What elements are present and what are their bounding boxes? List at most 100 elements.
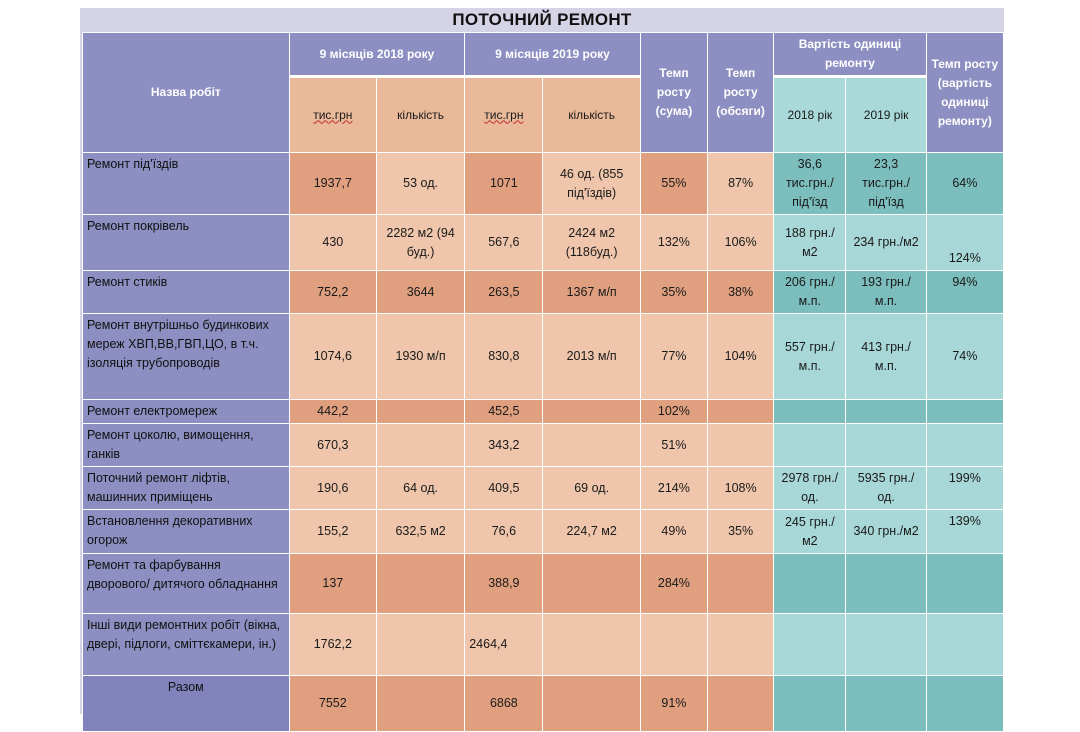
unit-cost-2018-cell: 206 грн./ м.п. [773, 270, 847, 314]
header-unit-cost: Вартість одиниці ремонту [773, 32, 927, 77]
growth-volume-cell: 38% [707, 270, 775, 314]
unit-cost-2019-cell: 23,3 тис.грн./ під'їзд [845, 152, 927, 215]
growth-sum-cell [639, 613, 709, 676]
sum-2018-cell: 430 [288, 214, 377, 271]
sum-2018-cell: 137 [288, 553, 377, 614]
qty-2019-cell: 1367 м/п [542, 270, 641, 314]
sum-2019-cell: 409,5 [464, 466, 544, 510]
unit-cost-2019-cell [845, 399, 927, 424]
qty-2018-cell: 1930 м/п [375, 313, 466, 400]
qty-2019-cell [542, 613, 641, 676]
row-name-cell: Ремонт стиків [82, 270, 290, 314]
sum-2019-cell: 388,9 [464, 553, 544, 614]
page-title: ПОТОЧНИЙ РЕМОНТ [452, 10, 632, 29]
unit-cost-2018-cell: 557 грн./ м.п. [773, 313, 847, 400]
growth-unit-cost-cell: 94% [925, 270, 1005, 314]
growth-unit-cost-cell: 199% [925, 466, 1005, 510]
sum-2018-cell: 442,2 [288, 399, 377, 424]
unit-cost-2018-cell: 36,6 тис.грн./ під'їзд [773, 152, 847, 215]
sum-2019-cell: 343,2 [464, 423, 544, 467]
growth-volume-cell: 108% [707, 466, 775, 510]
growth-unit-cost-cell: 139% [925, 509, 1005, 554]
row-name-cell: Разом [82, 675, 290, 732]
sum-2018-cell: 1074,6 [288, 313, 377, 400]
growth-sum-cell: 91% [639, 675, 709, 732]
unit-cost-2019-cell [845, 553, 927, 614]
qty-2018-cell [375, 399, 466, 424]
table-row: Поточний ремонт ліфтів, машинних приміще… [82, 466, 1005, 510]
unit-cost-2019-cell: 340 грн./м2 [845, 509, 927, 554]
sum-2019-cell: 76,6 [464, 509, 544, 554]
qty-2018-cell [375, 613, 466, 676]
row-name-cell: Ремонт електромереж [82, 399, 290, 424]
header-growth-sum: Темп росту (сума) [639, 32, 709, 153]
unit-cost-2018-cell: 188 грн./м2 [773, 214, 847, 271]
header-qty-2018: кількість [375, 75, 466, 153]
growth-volume-cell: 104% [707, 313, 775, 400]
qty-2018-cell: 53 од. [375, 152, 466, 215]
row-name-cell: Ремонт покрівель [82, 214, 290, 271]
qty-2018-cell: 3644 [375, 270, 466, 314]
qty-2019-cell: 69 од. [542, 466, 641, 510]
header-year-2018: 2018 рік [773, 75, 847, 153]
header-period-2018: 9 місяців 2018 року [288, 32, 466, 77]
row-name-cell: Ремонт під'їздів [82, 152, 290, 215]
qty-2018-cell [375, 423, 466, 467]
unit-cost-2018-cell [773, 613, 847, 676]
growth-sum-cell: 49% [639, 509, 709, 554]
table-row: Разом 7552 6868 91% [82, 675, 1005, 732]
header-thous-uah-2019: тис.грн [464, 75, 544, 153]
growth-volume-cell [707, 423, 775, 467]
growth-sum-cell: 102% [639, 399, 709, 424]
header-year-2019: 2019 рік [845, 75, 927, 153]
row-name-cell: Ремонт та фарбування дворового/ дитячого… [82, 553, 290, 614]
sum-2018-cell: 752,2 [288, 270, 377, 314]
unit-cost-2019-cell [845, 613, 927, 676]
growth-volume-cell [707, 613, 775, 676]
qty-2019-cell [542, 399, 641, 424]
header-thous-uah-2018: тис.грн [288, 75, 377, 153]
sum-2019-cell: 1071 [464, 152, 544, 215]
sum-2018-cell: 1762,2 [288, 613, 377, 676]
table-row: Інші види ремонтних робіт (вікна, двері,… [82, 613, 1005, 676]
unit-cost-2019-cell: 193 грн./ м.п. [845, 270, 927, 314]
table-row: Ремонт внутрішньо будинкових мереж ХВП,В… [82, 313, 1005, 400]
header-qty-2019: кількість [542, 75, 641, 153]
row-name-cell: Ремонт цоколю, вимощення, ганків [82, 423, 290, 467]
sum-2018-cell: 190,6 [288, 466, 377, 510]
row-name-cell: Поточний ремонт ліфтів, машинних приміще… [82, 466, 290, 510]
sum-2018-cell: 670,3 [288, 423, 377, 467]
qty-2018-cell [375, 553, 466, 614]
growth-unit-cost-cell [925, 553, 1005, 614]
growth-unit-cost-cell [925, 423, 1005, 467]
unit-cost-2019-cell: 413 грн./ м.п. [845, 313, 927, 400]
header-growth-unit-cost: Темп росту (вартість одиниці ремонту) [925, 32, 1005, 153]
header-name: Назва робіт [82, 32, 290, 153]
growth-sum-cell: 51% [639, 423, 709, 467]
repair-table: Назва робіт 9 місяців 2018 року 9 місяці… [82, 32, 1005, 732]
qty-2018-cell: 64 од. [375, 466, 466, 510]
unit-cost-2018-cell: 245 грн./ м2 [773, 509, 847, 554]
qty-2018-cell [375, 675, 466, 732]
unit-cost-2019-cell: 234 грн./м2 [845, 214, 927, 271]
table-row: Ремонт стиків 752,2 3644 263,5 1367 м/п 35% 38… [82, 270, 1005, 314]
header-period-2019: 9 місяців 2019 року [464, 32, 641, 77]
sum-2019-cell: 2464,4 [464, 613, 544, 676]
growth-volume-cell: 35% [707, 509, 775, 554]
growth-volume-cell [707, 675, 775, 732]
growth-sum-cell: 55% [639, 152, 709, 215]
row-name-cell: Встановлення декоративних огорож [82, 509, 290, 554]
sum-2018-cell: 7552 [288, 675, 377, 732]
row-name-cell: Ремонт внутрішньо будинкових мереж ХВП,В… [82, 313, 290, 400]
unit-cost-2018-cell [773, 675, 847, 732]
sum-2019-cell: 567,6 [464, 214, 544, 271]
growth-volume-cell: 106% [707, 214, 775, 271]
unit-cost-2019-cell [845, 423, 927, 467]
growth-unit-cost-cell: 74% [925, 313, 1005, 400]
qty-2019-cell: 46 од. (855 під'їздів) [542, 152, 641, 215]
qty-2019-cell: 224,7 м2 [542, 509, 641, 554]
sum-2019-cell: 6868 [464, 675, 544, 732]
unit-cost-2019-cell [845, 675, 927, 732]
growth-unit-cost-cell: 64% [925, 152, 1005, 215]
qty-2019-cell: 2424 м2 (118буд.) [542, 214, 641, 271]
